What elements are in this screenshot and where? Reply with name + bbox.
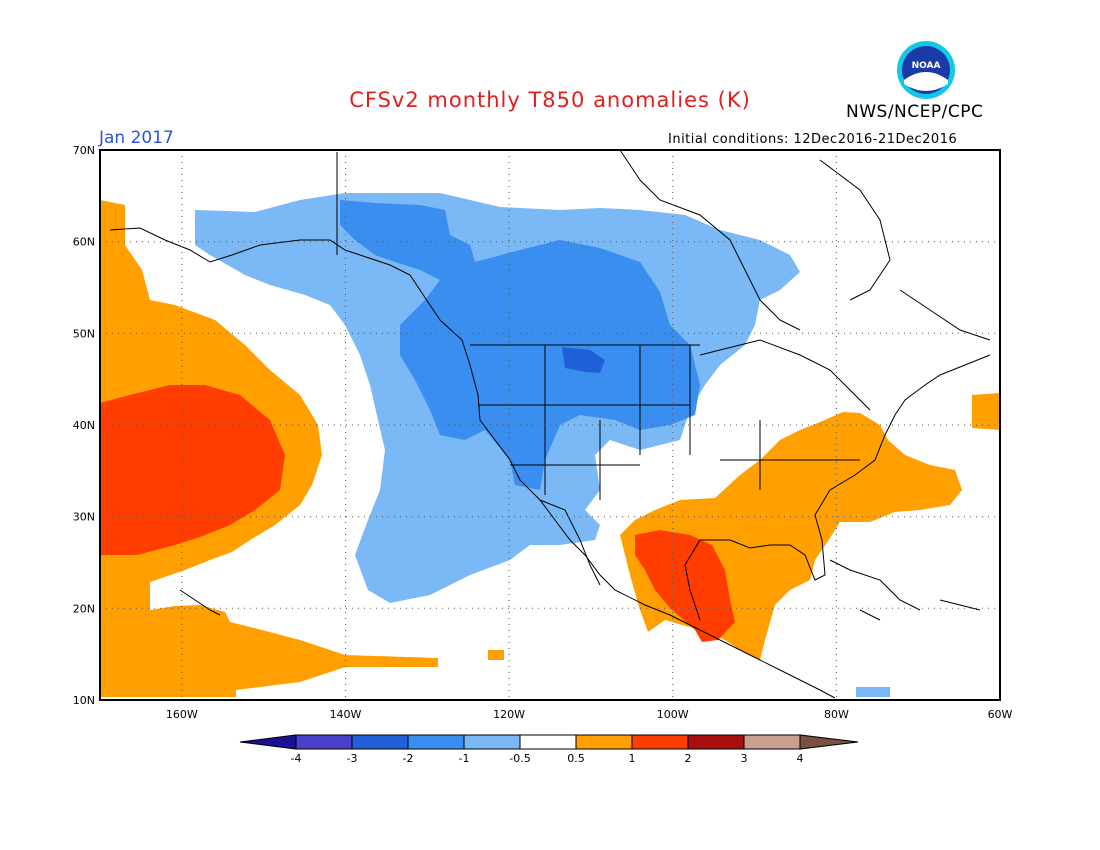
lon-label: 140W — [330, 708, 362, 721]
colorbar-swatch — [407, 734, 465, 750]
anomaly-fields — [100, 193, 1000, 697]
colorbar-label: 4 — [797, 752, 804, 765]
warm-anomaly-atlantic-edge — [972, 393, 1000, 430]
initial-conditions: Initial conditions: 12Dec2016-21Dec2016 — [668, 132, 958, 147]
lat-label: 20N — [73, 602, 95, 615]
warm-anomaly-gulf-strong — [635, 530, 735, 642]
noaa-logo-icon: NOAA — [897, 41, 955, 99]
colorbar-swatch — [519, 734, 577, 750]
colorbar-swatch — [799, 734, 859, 750]
longitude-labels: 160W 140W 120W 100W 80W 60W — [166, 708, 1013, 721]
agency-label: NWS/NCEP/CPC — [846, 102, 984, 122]
lat-label: 30N — [73, 511, 95, 524]
colorbar — [239, 734, 859, 750]
lon-label: 160W — [166, 708, 198, 721]
colorbar-swatch — [631, 734, 689, 750]
colorbar-label: 0.5 — [567, 752, 585, 765]
colorbar-swatch — [575, 734, 633, 750]
graticule — [100, 150, 1000, 700]
map-title: CFSv2 monthly T850 anomalies (K) — [349, 88, 751, 112]
lon-label: 100W — [657, 708, 689, 721]
colorbar-swatch — [687, 734, 745, 750]
svg-text:NOAA: NOAA — [912, 61, 941, 71]
cold-anomaly-strong — [562, 347, 605, 373]
colorbar-label: -1 — [459, 752, 470, 765]
colorbar-labels: -4 -3 -2 -1 -0.5 0.5 1 2 3 4 — [291, 752, 804, 765]
colorbar-swatch — [351, 734, 409, 750]
colorbar-swatch — [295, 734, 353, 750]
colorbar-swatch — [463, 734, 521, 750]
lat-label: 40N — [73, 419, 95, 432]
colorbar-swatch — [239, 734, 297, 750]
colorbar-label: -3 — [347, 752, 358, 765]
colorbar-label: -0.5 — [509, 752, 530, 765]
lon-label: 120W — [493, 708, 525, 721]
cold-anomaly-patch — [856, 687, 890, 697]
latitude-labels: 70N 60N 50N 40N 30N 20N 10N — [73, 144, 95, 707]
lat-label: 50N — [73, 327, 95, 340]
colorbar-label: 3 — [741, 752, 748, 765]
lat-label: 60N — [73, 236, 95, 249]
lon-label: 80W — [824, 708, 849, 721]
lon-label: 60W — [988, 708, 1013, 721]
lat-label: 10N — [73, 694, 95, 707]
coastlines — [109, 149, 991, 699]
colorbar-label: -2 — [403, 752, 414, 765]
warm-anomaly-pacific-strong — [100, 385, 285, 555]
colorbar-swatch — [743, 734, 801, 750]
colorbar-label: 2 — [685, 752, 692, 765]
lat-label: 70N — [73, 144, 95, 157]
warm-anomaly-patch — [488, 650, 504, 660]
colorbar-label: -4 — [291, 752, 302, 765]
colorbar-label: 1 — [629, 752, 636, 765]
forecast-month: Jan 2017 — [99, 128, 174, 148]
plot-frame — [99, 149, 1001, 701]
